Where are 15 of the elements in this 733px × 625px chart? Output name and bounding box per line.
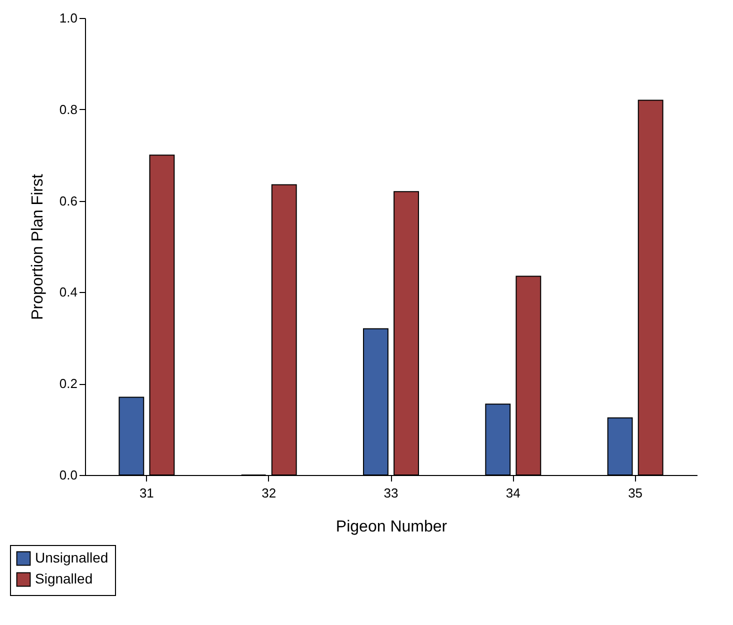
y-tick-label: 1.0 [59, 10, 78, 26]
y-tick-label: 0.2 [59, 376, 78, 392]
y-tick-label: 0.0 [59, 468, 78, 482]
y-tick-label: 0.6 [59, 193, 78, 208]
y-tick-label: 0.4 [59, 284, 78, 300]
x-tick-label: 32 [262, 486, 276, 500]
legend-label: Unsignalled [35, 550, 108, 566]
y-tick-label: 0.8 [59, 102, 78, 117]
x-axis-title: Pigeon Number [336, 518, 448, 536]
x-tick-label: 34 [506, 486, 520, 500]
legend-label: Signalled [35, 570, 93, 586]
x-tick-label: 31 [139, 486, 154, 500]
x-tick-label: 35 [628, 486, 643, 500]
y-axis-title: Proportion Plan First [29, 174, 46, 320]
x-tick-label: 33 [384, 486, 398, 500]
